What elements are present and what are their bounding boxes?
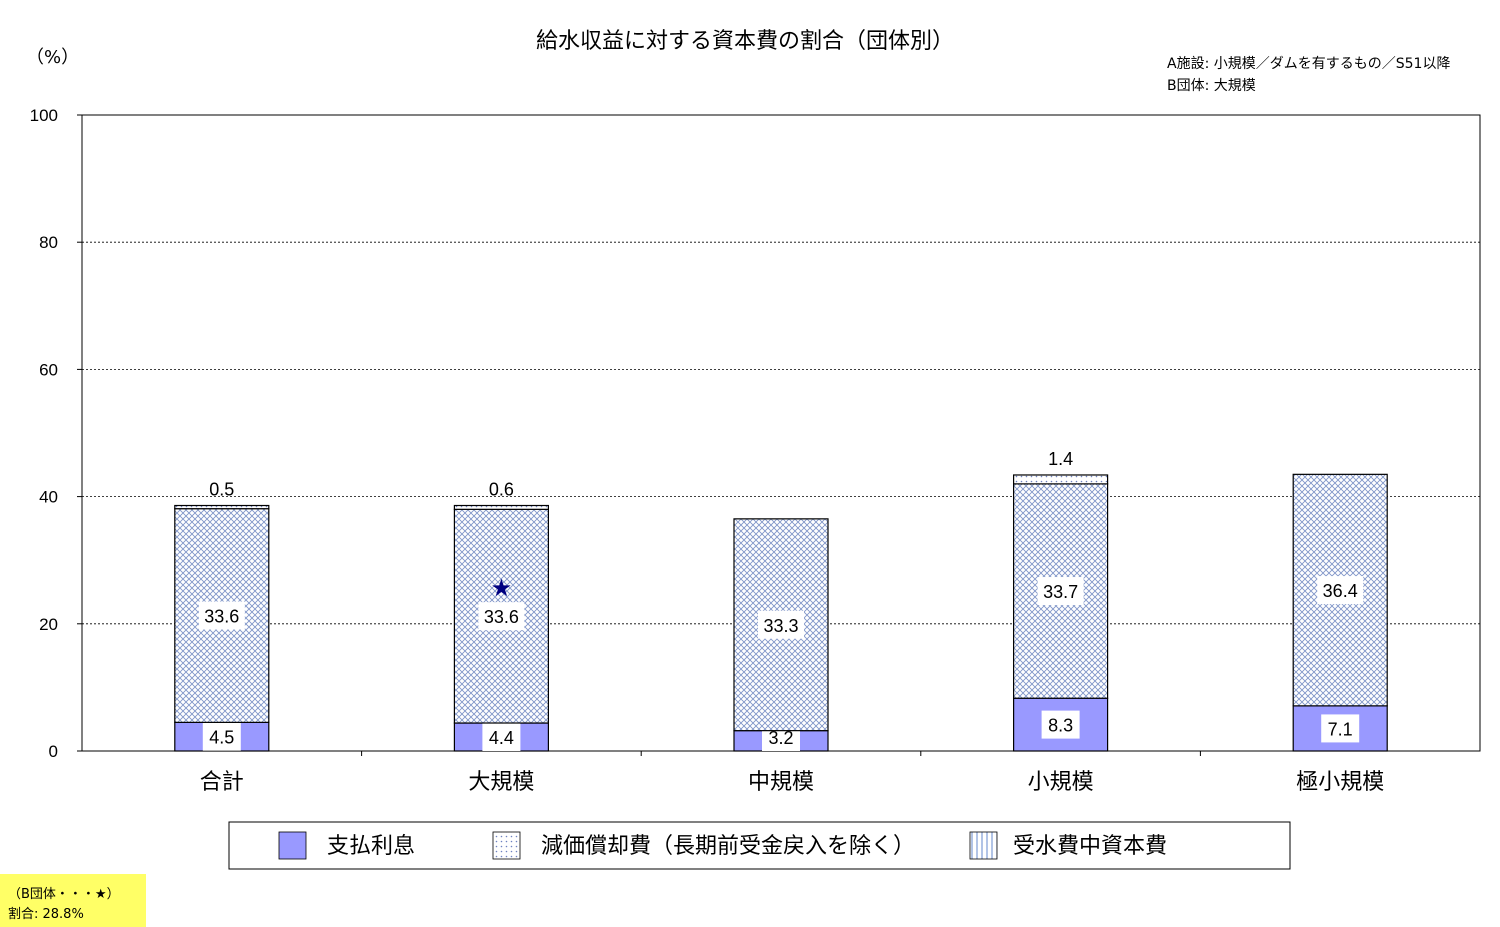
data-label-box <box>758 610 804 639</box>
legend-label-depreciation: 減価償却費（長期前受金戻入を除く） <box>541 834 915 859</box>
legend-label-interest: 支払利息 <box>327 834 415 859</box>
data-label: 33.6 <box>204 607 239 627</box>
legend-swatch-interest <box>278 831 307 860</box>
category-label: 合計 <box>200 770 244 795</box>
y-tick-label: 20 <box>39 615 58 634</box>
data-label: 0.5 <box>209 480 234 500</box>
category-label: 極小規模 <box>1296 770 1384 795</box>
data-label-box <box>1317 576 1364 605</box>
x-axis-categories: 合計 大規模 中規模 小規模 極小規模 <box>200 770 1384 795</box>
data-label: 36.4 <box>1323 581 1358 601</box>
legend-swatch-water-purchase <box>969 831 998 860</box>
bars: 4.5 33.6 0.5 4.4 33.6 0.6 ★ 3.2 33.3 8.3 33.7 1.4 7.… <box>174 449 1388 752</box>
footnote-line-2: 割合: 28.8% <box>8 906 84 922</box>
y-axis-unit-label: （%） <box>26 47 79 68</box>
legend-label-water-purchase: 受水費中資本費 <box>1013 834 1167 859</box>
data-label: 3.2 <box>768 728 793 748</box>
data-label-box <box>202 722 241 751</box>
footnote-background <box>0 874 146 927</box>
data-label: 0.6 <box>489 480 514 500</box>
data-label-box <box>1037 577 1084 606</box>
data-label-box <box>482 723 521 751</box>
y-axis-ticks: 0 20 40 60 80 100 <box>30 106 1201 761</box>
y-tick-label: 40 <box>39 488 58 507</box>
data-label: 8.3 <box>1048 716 1073 736</box>
data-label: 33.6 <box>484 607 519 627</box>
legend: 支払利息 減価償却費（長期前受金戻入を除く） 受水費中資本費 <box>228 821 1291 870</box>
category-label: 小規模 <box>1028 770 1094 795</box>
chart-note-a: A施設: 小規模／ダムを有するもの／S51以降 <box>1167 56 1450 72</box>
data-label-box <box>198 601 245 630</box>
star-icon: ★ <box>491 574 513 602</box>
y-tick-label: 100 <box>30 106 58 125</box>
bar-segment-water-purchase <box>174 504 270 510</box>
data-label-box <box>1321 714 1360 743</box>
bar-segment-water-purchase <box>1012 474 1109 485</box>
data-label: 1.4 <box>1048 449 1073 469</box>
y-tick-label: 80 <box>39 233 58 252</box>
y-tick-label: 60 <box>39 360 58 379</box>
legend-swatch-depreciation <box>492 831 521 860</box>
data-label-box <box>1041 710 1080 739</box>
data-label: 4.5 <box>209 728 234 748</box>
legend-frame <box>228 821 1291 870</box>
y-tick-label: 0 <box>49 742 58 761</box>
footnote-line-1: （B団体・・・★） <box>8 887 120 902</box>
footnote-box: （B団体・・・★） 割合: 28.8% <box>0 874 146 927</box>
data-label: 33.3 <box>763 616 798 636</box>
data-label: 4.4 <box>489 728 514 748</box>
gridlines <box>82 241 1480 625</box>
data-label: 33.7 <box>1043 582 1078 602</box>
bar-segment-water-purchase <box>453 504 549 510</box>
chart-title: 給水収益に対する資本費の割合（団体別） <box>536 29 954 54</box>
category-label: 大規模 <box>468 770 534 795</box>
chart-note-b: B団体: 大規模 <box>1167 78 1256 94</box>
data-label-box <box>478 602 525 631</box>
category-label: 中規模 <box>748 770 814 795</box>
data-label: 7.1 <box>1328 719 1353 739</box>
